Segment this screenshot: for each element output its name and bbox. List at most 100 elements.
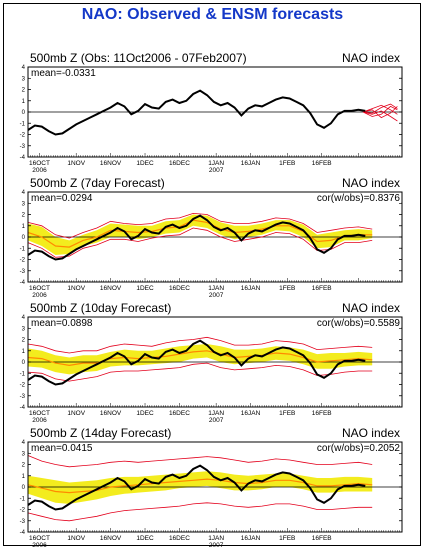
ensemble-spread-band	[28, 344, 373, 375]
x-tick-year-label: 2006	[32, 292, 47, 299]
chart-title: 500mb Z (10day Forecast)	[30, 301, 171, 315]
y-tick-label: 4	[22, 65, 26, 71]
x-tick-year-label: 2006	[32, 167, 47, 174]
ensemble-member-line-2	[27, 502, 373, 522]
x-tick-label: 1FEB	[279, 285, 295, 292]
x-tick-label: 16JAN	[241, 285, 261, 292]
x-tick-label: 1JAN	[208, 160, 224, 167]
ensemble-member-line-3	[362, 105, 398, 117]
x-tick-label: 16OCT	[29, 410, 50, 417]
y-tick-label: 2	[22, 213, 26, 219]
y-tick-label: 0	[22, 110, 26, 116]
ensemble-member-line-2	[27, 227, 373, 258]
observed-nao-line	[27, 339, 366, 386]
x-tick-label: 1JAN	[208, 285, 224, 292]
mean-label-box	[29, 193, 95, 203]
x-tick-label: 16FEB	[312, 535, 332, 542]
y-tick-label: 2	[22, 88, 26, 94]
y-tick-label: -3	[20, 519, 26, 525]
ensemble-member-line-1	[362, 110, 398, 122]
y-tick-label: -4	[20, 405, 26, 411]
chart-right-label: NAO index	[342, 426, 400, 440]
ensemble-member-line-5	[362, 103, 398, 114]
x-tick-label: 1NOV	[67, 160, 85, 167]
y-tick-label: 2	[22, 338, 26, 344]
x-tick-label: 1DEC	[136, 410, 154, 417]
x-tick-label: 16NOV	[100, 160, 122, 167]
correlation-label: cor(w/obs)=0.8376	[317, 193, 401, 204]
ensemble-mean-line	[27, 219, 373, 248]
x-tick-label: 16FEB	[312, 285, 332, 292]
x-tick-label: 16JAN	[241, 535, 261, 542]
x-tick-label: 16JAN	[241, 410, 261, 417]
x-tick-label: 1NOV	[67, 410, 85, 417]
chart-title: 500mb Z (7day Forecast)	[30, 176, 165, 190]
y-tick-label: -3	[20, 144, 26, 150]
x-tick-label: 16DEC	[169, 160, 190, 167]
y-tick-label: 3	[22, 76, 26, 82]
x-tick-year-label: 2006	[32, 417, 47, 424]
y-tick-label: -4	[20, 155, 26, 161]
y-tick-label: -1	[20, 496, 26, 502]
ensemble-member-line-1	[27, 336, 373, 354]
x-tick-label: 16NOV	[100, 535, 122, 542]
observed-nao-line	[27, 214, 366, 261]
mean-label: mean=0.0294	[31, 193, 93, 204]
x-tick-year-label: 2006	[32, 542, 47, 549]
mean-label: mean=0.0415	[31, 443, 93, 454]
y-tick-label: -1	[20, 246, 26, 252]
y-tick-label: 1	[22, 474, 26, 480]
ensemble-spread-band	[28, 214, 373, 255]
y-tick-label: -3	[20, 269, 26, 275]
y-tick-label: 4	[22, 440, 26, 446]
y-tick-label: -3	[20, 394, 26, 400]
y-tick-label: 0	[22, 360, 26, 366]
figure-frame	[3, 3, 421, 546]
x-tick-label: 16NOV	[100, 285, 122, 292]
x-tick-label: 1DEC	[136, 535, 154, 542]
mean-label: mean=-0.0331	[31, 68, 96, 79]
page-title: NAO: Observed & ENSM forecasts	[81, 6, 344, 23]
x-tick-year-label: 2007	[209, 167, 224, 174]
correlation-label-box	[325, 443, 401, 453]
x-tick-label: 1NOV	[67, 535, 85, 542]
ensemble-member-line-4	[362, 106, 398, 119]
x-tick-label: 1JAN	[208, 535, 224, 542]
x-tick-label: 1FEB	[279, 535, 295, 542]
ensemble-member-line-2	[27, 362, 373, 382]
y-tick-label: 4	[22, 315, 26, 321]
x-tick-label: 16NOV	[100, 410, 122, 417]
x-tick-year-label: 2007	[209, 292, 224, 299]
x-tick-label: 16JAN	[241, 160, 261, 167]
mean-label-box	[29, 68, 95, 78]
chart-right-label: NAO index	[342, 176, 400, 190]
y-tick-label: -2	[20, 508, 26, 514]
x-tick-label: 16OCT	[29, 160, 50, 167]
y-tick-label: -2	[20, 383, 26, 389]
y-tick-label: 3	[22, 451, 26, 457]
x-tick-label: 16DEC	[169, 535, 190, 542]
mean-label-box	[29, 443, 95, 453]
x-tick-label: 1NOV	[67, 285, 85, 292]
ensemble-mean-line	[27, 478, 373, 494]
ensemble-mean-line	[27, 350, 373, 367]
y-tick-label: -2	[20, 133, 26, 139]
y-tick-label: 0	[22, 235, 26, 241]
mean-label-box	[29, 318, 95, 328]
ensemble-member-line-1	[27, 455, 373, 468]
y-tick-label: -4	[20, 280, 26, 286]
y-tick-label: 2	[22, 463, 26, 469]
correlation-label-box	[325, 318, 401, 328]
y-tick-label: -4	[20, 530, 26, 536]
y-tick-label: -1	[20, 371, 26, 377]
mean-label: mean=0.0898	[31, 318, 93, 329]
y-tick-label: 3	[22, 326, 26, 332]
x-tick-label: 16FEB	[312, 160, 332, 167]
y-tick-label: 3	[22, 201, 26, 207]
x-tick-label: 1FEB	[279, 160, 295, 167]
correlation-label: cor(w/obs)=0.2052	[317, 443, 401, 454]
ensemble-spread-band	[28, 471, 373, 504]
y-tick-label: 1	[22, 99, 26, 105]
ensemble-member-line-1	[27, 212, 373, 239]
